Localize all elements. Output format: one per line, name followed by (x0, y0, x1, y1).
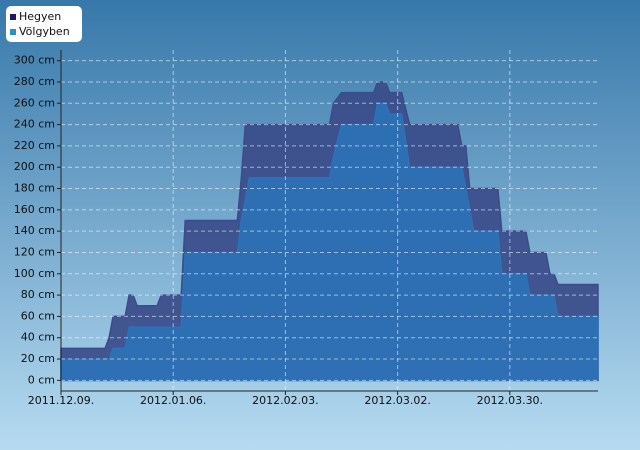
x-tick-label: 2012.03.30. (477, 394, 543, 407)
x-tick-label: 2012.02.03. (252, 394, 318, 407)
y-tick-label: 280 cm (14, 75, 55, 88)
legend-label: Hegyen (19, 10, 61, 23)
y-tick-label: 240 cm (14, 118, 55, 131)
y-tick-label: 80 cm (21, 288, 55, 301)
y-tick-label: 260 cm (14, 96, 55, 109)
legend-swatch (10, 29, 16, 35)
x-tick-label: 2011.12.09. (28, 394, 94, 407)
legend-label: Völgyben (19, 25, 70, 38)
y-tick-label: 220 cm (14, 139, 55, 152)
y-tick-label: 0 cm (28, 373, 55, 386)
y-tick-label: 120 cm (14, 245, 55, 258)
y-tick-label: 60 cm (21, 309, 55, 322)
x-tick-label: 2012.03.02. (364, 394, 430, 407)
x-tick-label: 2012.01.06. (140, 394, 206, 407)
y-tick-label: 40 cm (21, 331, 55, 344)
legend-swatch (10, 14, 16, 20)
y-tick-label: 300 cm (14, 54, 55, 67)
y-tick-label: 160 cm (14, 203, 55, 216)
y-tick-label: 140 cm (14, 224, 55, 237)
y-tick-label: 200 cm (14, 160, 55, 173)
y-tick-label: 100 cm (14, 267, 55, 280)
legend-box (6, 6, 82, 42)
y-tick-label: 180 cm (14, 182, 55, 195)
y-tick-label: 20 cm (21, 352, 55, 365)
